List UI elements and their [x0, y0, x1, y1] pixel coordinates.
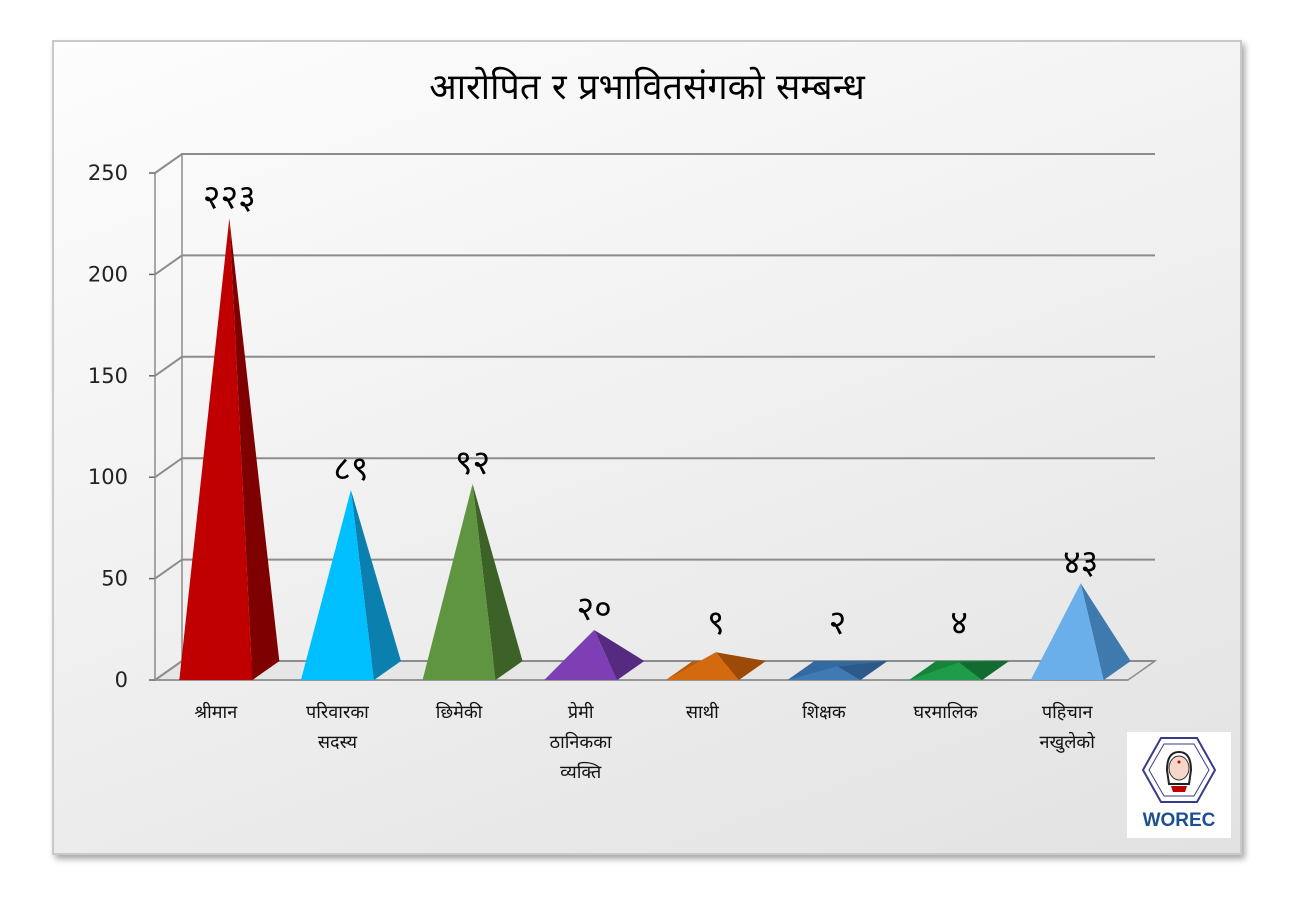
pyramid: [544, 629, 645, 680]
pyramid: [422, 483, 523, 680]
gridline: [154, 558, 1155, 580]
data-label: ४: [950, 603, 968, 643]
x-tick-label: घरमालिक: [914, 701, 979, 723]
x-tick-label: परिवारका: [306, 701, 369, 723]
pyramid-side-face: [837, 661, 888, 680]
x-tick-label: सदस्य: [318, 732, 358, 753]
pyramid: [909, 661, 1010, 680]
pyramid: [1030, 583, 1131, 680]
y-tick-label: 250: [88, 161, 128, 185]
pyramid: [300, 490, 401, 680]
worec-logo: WOREC: [1127, 732, 1231, 838]
data-label: २०: [577, 589, 612, 629]
y-tick-label: 200: [88, 262, 128, 286]
pyramid-side-face: [229, 218, 280, 681]
gridline: [154, 355, 1155, 377]
pyramid-front-face: [787, 666, 861, 680]
data-label: ४३: [1063, 542, 1098, 582]
pyramid: [787, 661, 888, 680]
y-tick-label: 150: [88, 364, 128, 388]
pyramid-side-face: [715, 652, 766, 680]
y-tick-label: 50: [101, 567, 128, 591]
pyramid-front-face: [544, 629, 618, 680]
pyramid-side-face: [472, 483, 523, 680]
x-tick-label: ठानिकका: [550, 731, 612, 753]
pyramids: [179, 218, 1131, 681]
x-tick-label: प्रेमी: [568, 701, 594, 723]
pyramid-front-face: [300, 490, 374, 680]
pyramid-side-face: [350, 490, 401, 680]
pyramid-front-face: [909, 662, 983, 680]
data-label: ८९: [333, 449, 368, 489]
gridline: [154, 254, 1155, 276]
x-tick-label: शिक्षक: [802, 701, 847, 723]
data-label: ९: [707, 603, 725, 643]
x-axis-labels: श्रीमान परिवारका सदस्य छिमेकी प्रेमी ठानिकका व…: [194, 701, 1095, 783]
y-tick-label: 100: [88, 465, 128, 489]
chart-title: आरोपित र प्रभावितसंगको सम्बन्ध: [429, 66, 865, 108]
gridline: [154, 153, 1155, 174]
gridlines: [152, 153, 1158, 681]
x-tick-label: श्रीमान: [194, 701, 238, 723]
gridline: [154, 457, 1155, 479]
x-tick-label: व्यक्ति: [560, 761, 602, 783]
logo-text: WOREC: [1142, 810, 1216, 831]
pyramid: [665, 652, 766, 680]
y-tick-label: 0: [115, 668, 128, 692]
data-label: २: [829, 603, 847, 643]
pyramid-side-face: [1080, 583, 1131, 680]
data-label: २२३: [203, 177, 256, 217]
x-tick-label: साथी: [686, 701, 719, 723]
pyramid-side-face: [959, 661, 1010, 680]
pyramid-front-face: [665, 652, 739, 680]
pyramid: [179, 218, 280, 681]
x-tick-label: नखुलेको: [1039, 731, 1095, 753]
x-tick-label: छिमेकी: [436, 701, 483, 723]
data-label: ९२: [455, 443, 490, 483]
worec-logo-icon: [1141, 737, 1217, 803]
pyramid-side-face: [594, 629, 645, 680]
pyramid-front-face: [179, 218, 253, 681]
x-tick-label: पहिचान: [1042, 701, 1094, 723]
pyramid-front-face: [422, 483, 496, 680]
pyramid-front-face: [1030, 583, 1104, 680]
